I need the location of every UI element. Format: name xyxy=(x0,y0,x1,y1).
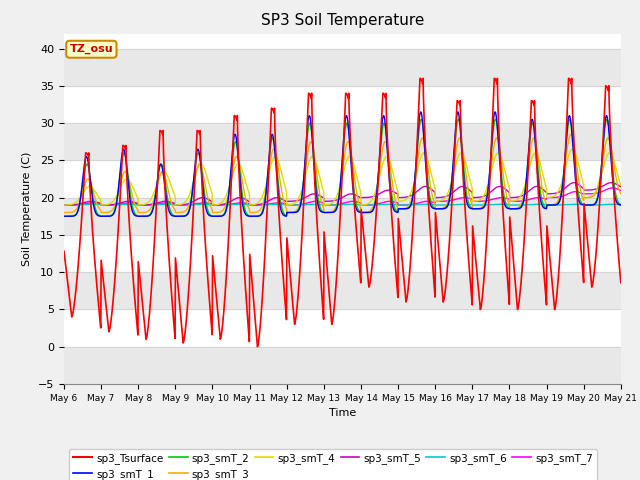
sp3_smT_3 xyxy=(502,188,509,193)
sp3_smT_7 xyxy=(609,185,616,191)
sp3_smT_4 xyxy=(568,146,576,152)
sp3_smT_1 xyxy=(552,202,559,208)
sp3_smT_5 xyxy=(246,202,254,208)
sp3_smT_6 xyxy=(171,202,179,207)
Line: sp3_smT_1: sp3_smT_1 xyxy=(64,112,621,216)
Line: sp3_smT_7: sp3_smT_7 xyxy=(64,188,621,205)
sp3_smT_4 xyxy=(170,192,178,197)
sp3_smT_2 xyxy=(246,214,254,219)
sp3_smT_7 xyxy=(502,195,509,201)
sp3_smT_1 xyxy=(171,213,179,219)
sp3_smT_3 xyxy=(617,191,625,197)
sp3_smT_3 xyxy=(551,202,559,207)
sp3_smT_6 xyxy=(429,202,437,207)
Bar xyxy=(64,347,621,384)
sp3_smT_2 xyxy=(60,214,68,219)
sp3_smT_7 xyxy=(170,201,178,206)
sp3_smT_3 xyxy=(60,210,68,216)
sp3_Tsurface xyxy=(246,256,254,262)
Line: sp3_smT_5: sp3_smT_5 xyxy=(64,183,621,205)
sp3_Tsurface xyxy=(552,303,559,309)
sp3_smT_3 xyxy=(429,195,436,201)
sp3_smT_1 xyxy=(417,109,424,115)
sp3_smT_7 xyxy=(246,202,254,208)
sp3_smT_5 xyxy=(170,200,178,206)
Bar xyxy=(64,123,621,160)
sp3_smT_5 xyxy=(184,201,191,207)
sp3_smT_3 xyxy=(567,132,575,137)
X-axis label: Time: Time xyxy=(329,408,356,418)
sp3_smT_2 xyxy=(429,204,436,209)
sp3_smT_4 xyxy=(617,182,625,188)
sp3_Tsurface xyxy=(170,326,178,332)
sp3_Tsurface xyxy=(502,259,510,264)
sp3_smT_7 xyxy=(551,194,559,200)
Line: sp3_smT_3: sp3_smT_3 xyxy=(64,134,621,213)
sp3_smT_3 xyxy=(184,205,191,211)
sp3_smT_4 xyxy=(502,171,509,177)
sp3_smT_5 xyxy=(617,184,625,190)
sp3_Tsurface xyxy=(253,344,261,349)
Line: sp3_Tsurface: sp3_Tsurface xyxy=(64,78,621,347)
sp3_smT_2 xyxy=(170,213,178,218)
sp3_smT_4 xyxy=(184,195,191,201)
sp3_Tsurface xyxy=(60,249,68,254)
sp3_Tsurface xyxy=(617,280,625,286)
sp3_smT_7 xyxy=(60,202,68,208)
sp3_smT_4 xyxy=(246,202,254,208)
sp3_smT_6 xyxy=(88,202,96,207)
sp3_smT_7 xyxy=(184,202,191,208)
Legend: sp3_Tsurface, sp3_smT_1, sp3_smT_2, sp3_smT_3, sp3_smT_4, sp3_smT_5, sp3_smT_6, : sp3_Tsurface, sp3_smT_1, sp3_smT_2, sp3_… xyxy=(69,448,597,480)
sp3_Tsurface xyxy=(429,274,437,280)
Line: sp3_smT_4: sp3_smT_4 xyxy=(64,149,621,205)
sp3_smT_3 xyxy=(246,210,254,216)
sp3_smT_1 xyxy=(60,214,68,219)
sp3_smT_3 xyxy=(170,206,178,212)
sp3_smT_4 xyxy=(60,202,68,208)
sp3_smT_2 xyxy=(566,117,573,122)
sp3_smT_5 xyxy=(551,191,559,196)
sp3_smT_6 xyxy=(502,202,509,207)
sp3_smT_6 xyxy=(184,202,192,208)
sp3_smT_1 xyxy=(134,214,142,219)
sp3_smT_2 xyxy=(551,202,559,208)
sp3_smT_4 xyxy=(429,177,436,183)
sp3_smT_2 xyxy=(617,202,625,207)
sp3_smT_1 xyxy=(246,214,254,219)
sp3_smT_5 xyxy=(502,186,509,192)
sp3_smT_6 xyxy=(60,202,68,208)
sp3_smT_6 xyxy=(246,202,254,208)
sp3_Tsurface xyxy=(184,299,191,305)
sp3_smT_7 xyxy=(617,188,625,193)
Bar xyxy=(64,48,621,86)
Text: TZ_osu: TZ_osu xyxy=(70,44,113,54)
sp3_smT_1 xyxy=(502,204,510,210)
sp3_smT_1 xyxy=(617,202,625,208)
Bar xyxy=(64,272,621,310)
Line: sp3_smT_2: sp3_smT_2 xyxy=(64,120,621,216)
sp3_smT_1 xyxy=(429,205,437,211)
sp3_smT_6 xyxy=(551,202,559,208)
Line: sp3_smT_6: sp3_smT_6 xyxy=(64,204,621,205)
sp3_smT_7 xyxy=(429,199,436,205)
sp3_smT_2 xyxy=(184,210,191,216)
sp3_smT_1 xyxy=(184,210,192,216)
Y-axis label: Soil Temperature (C): Soil Temperature (C) xyxy=(22,152,33,266)
Bar xyxy=(64,198,621,235)
sp3_smT_4 xyxy=(551,193,559,199)
sp3_smT_5 xyxy=(570,180,578,186)
sp3_smT_6 xyxy=(617,202,625,207)
Title: SP3 Soil Temperature: SP3 Soil Temperature xyxy=(260,13,424,28)
sp3_smT_5 xyxy=(60,202,68,208)
sp3_smT_2 xyxy=(502,200,509,205)
sp3_Tsurface xyxy=(416,75,424,81)
sp3_smT_5 xyxy=(429,188,436,193)
